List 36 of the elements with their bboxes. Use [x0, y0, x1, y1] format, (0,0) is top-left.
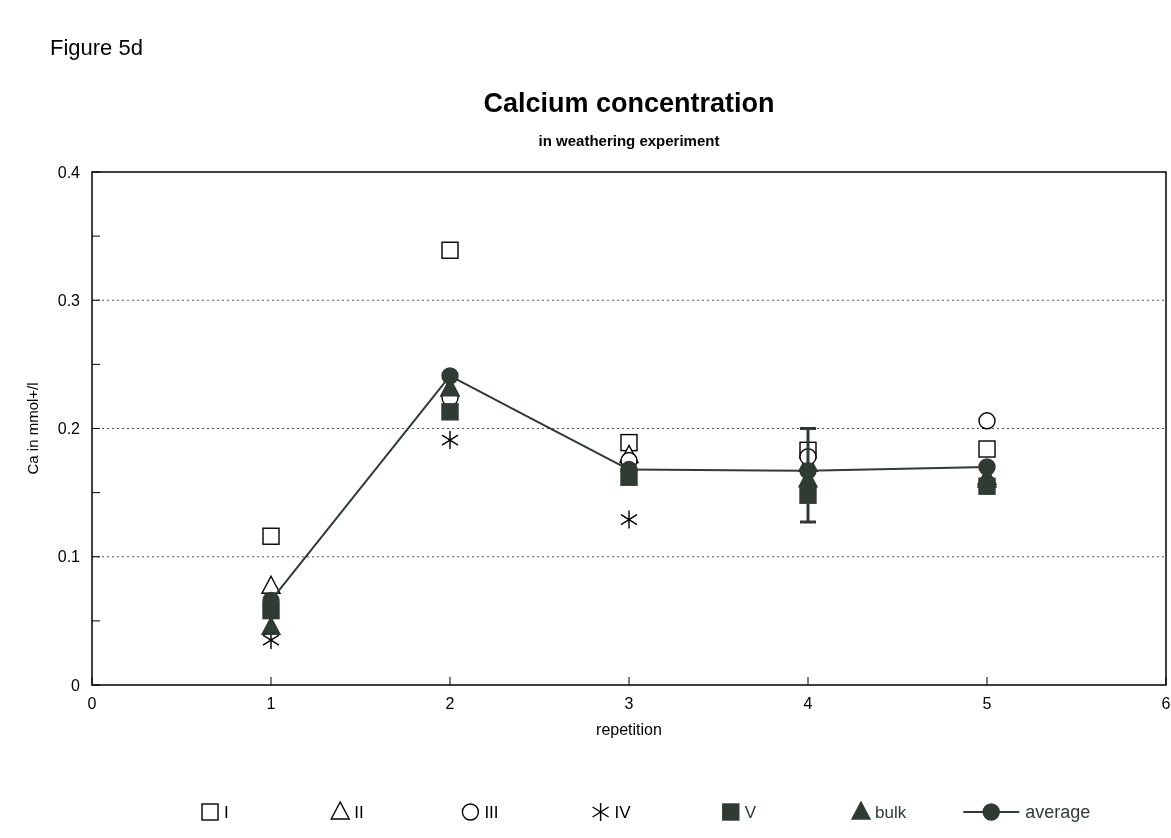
point: [441, 241, 459, 259]
x-tick-label: 0: [87, 695, 97, 712]
x-tick-label: 5: [982, 695, 992, 712]
y-tick-label: 0.3: [57, 291, 81, 309]
legend-label: V: [744, 802, 757, 822]
caption: Figure 5d: [50, 35, 143, 60]
x-tick-label: 1: [266, 695, 276, 712]
point: [978, 458, 996, 476]
legend-label: II: [354, 802, 364, 822]
y-tick-label: 0.4: [57, 163, 81, 181]
y-tick-label: 0: [71, 676, 81, 694]
x-tick-label: 6: [1161, 695, 1171, 712]
chart-subtitle: in weathering experiment: [538, 132, 720, 149]
point: [620, 433, 638, 452]
point: [799, 462, 817, 480]
legend-label: bulk: [875, 802, 907, 822]
point: [441, 367, 459, 385]
point: [262, 527, 280, 545]
legend-label: III: [484, 802, 499, 822]
point: [978, 412, 996, 430]
x-tick-label: 4: [803, 695, 813, 712]
point: [978, 440, 996, 458]
chart-title: Calcium concentration: [483, 88, 775, 118]
point: [441, 430, 459, 450]
point: [261, 616, 281, 635]
point: [441, 403, 459, 421]
y-tick-label: 0.2: [57, 420, 81, 438]
x-tick-label: 3: [624, 695, 634, 712]
x-axis-title: repetition: [596, 721, 662, 738]
x-tick-label: 2: [445, 695, 455, 712]
point: [620, 509, 638, 530]
y-tick-label: 0.1: [57, 548, 81, 566]
y-axis-title: Ca in mmol+/l: [24, 382, 41, 475]
legend-label: I: [224, 802, 229, 822]
legend-label: average: [1025, 802, 1091, 823]
legend-label: IV: [614, 802, 632, 822]
